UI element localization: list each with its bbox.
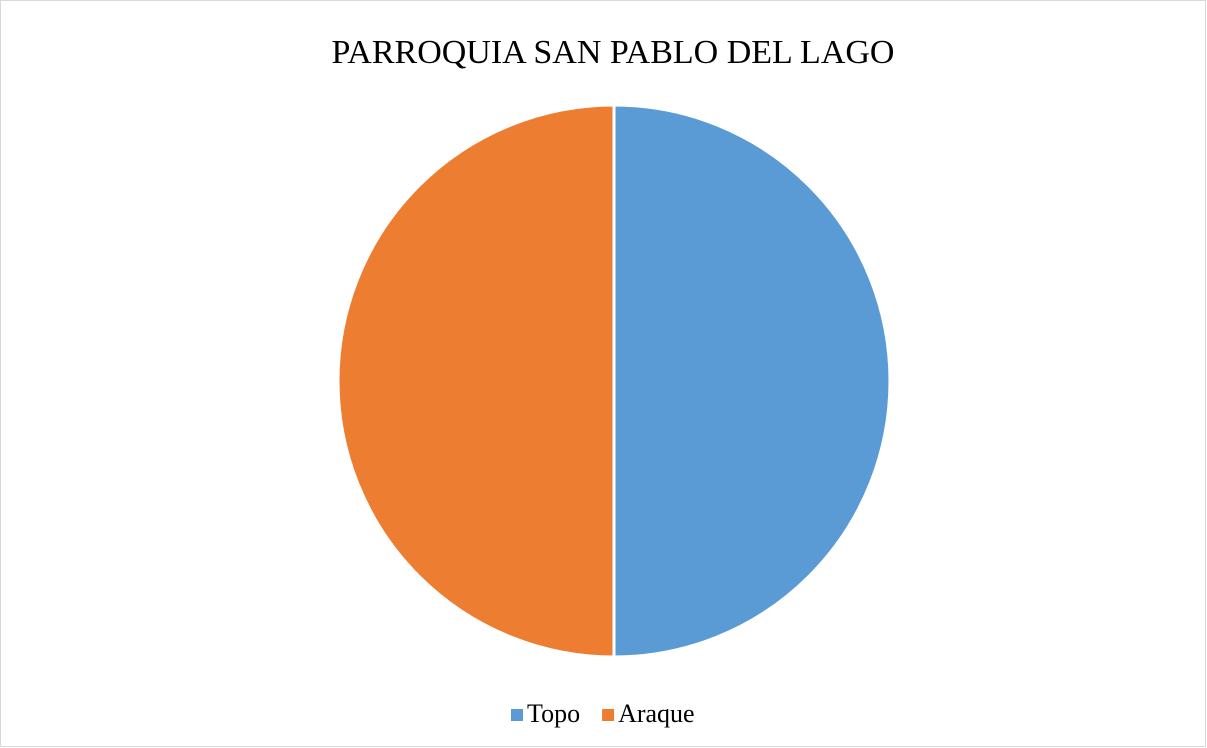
legend-label: Topo (527, 699, 580, 728)
legend-swatch (511, 709, 523, 721)
legend-swatch (602, 709, 615, 721)
pie-slice (336, 103, 616, 659)
legend-label: Araque (618, 699, 695, 728)
pie-slice (612, 103, 892, 659)
chart-title: PARROQUIA SAN PABLO DEL LAGO (332, 34, 895, 71)
